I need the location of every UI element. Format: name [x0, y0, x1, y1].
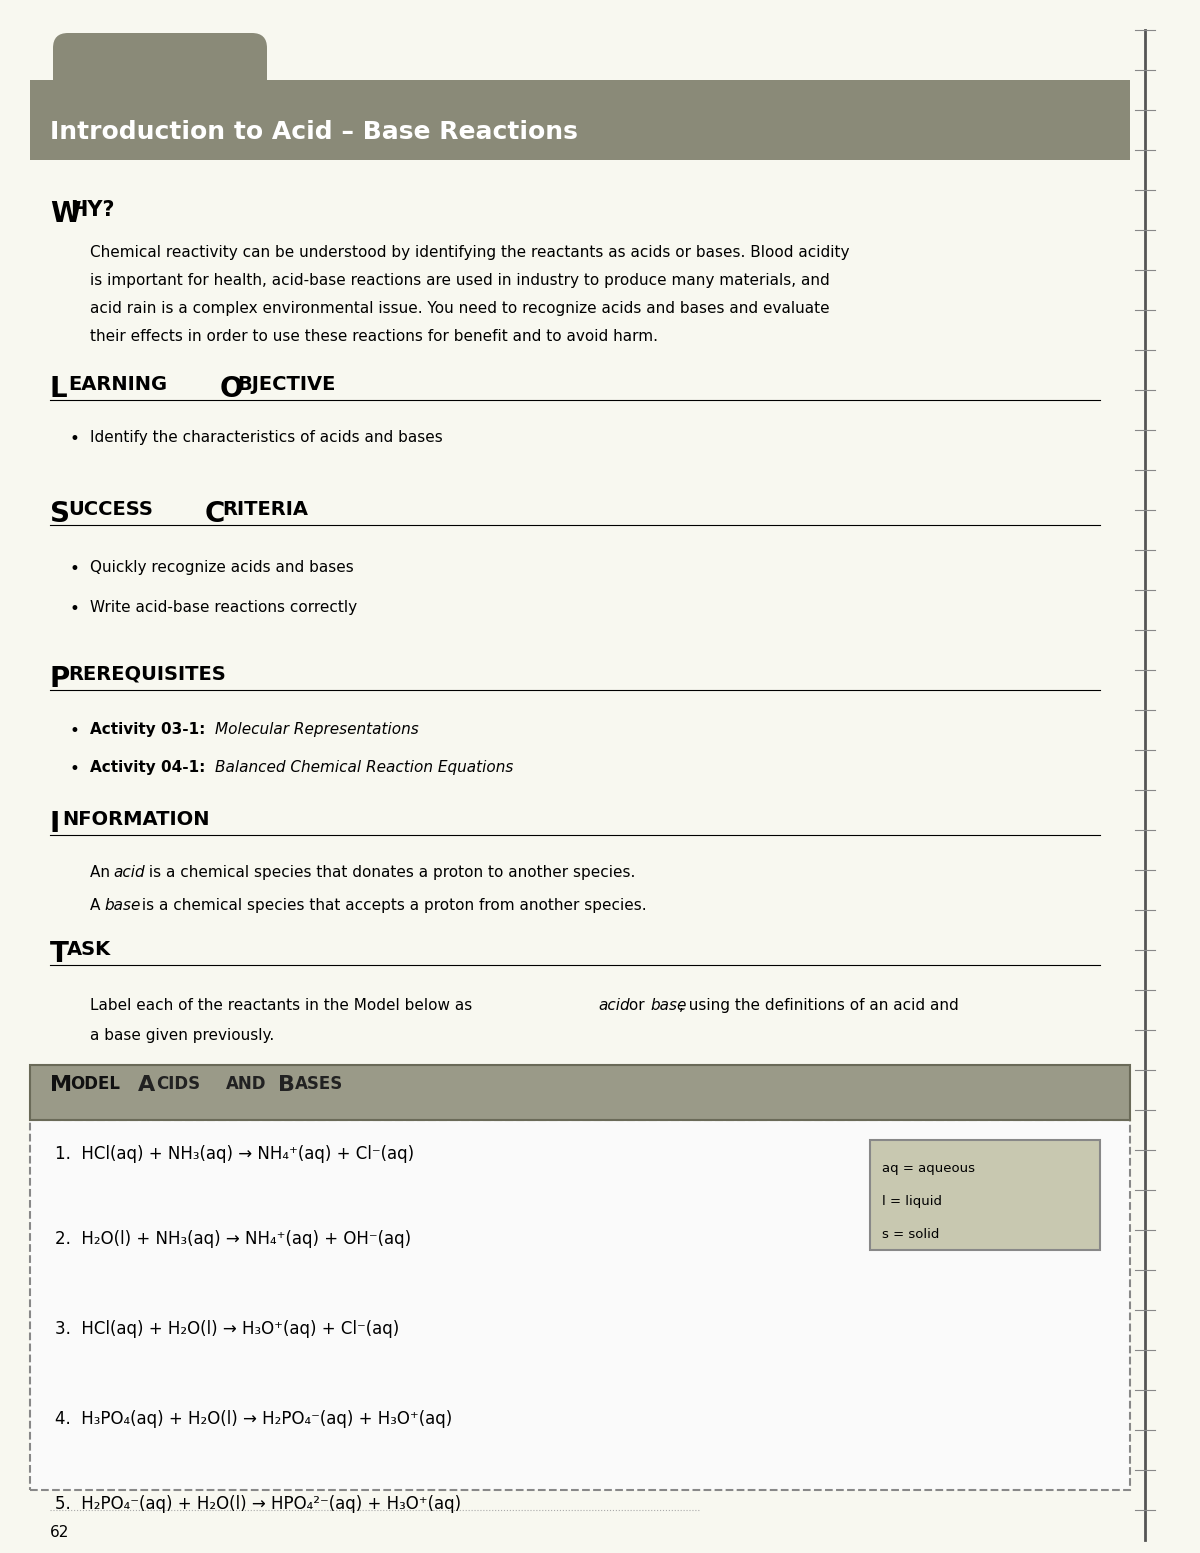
Text: O: O [220, 374, 244, 402]
Text: A: A [90, 898, 106, 913]
Text: EARNING: EARNING [68, 374, 167, 394]
Text: An: An [90, 865, 115, 881]
Text: Write acid-base reactions correctly: Write acid-base reactions correctly [90, 599, 358, 615]
Text: Identify the characteristics of acids and bases: Identify the characteristics of acids an… [90, 430, 443, 446]
Text: 2.  H₂O(l) + NH₃(aq) → NH₄⁺(aq) + OH⁻(aq): 2. H₂O(l) + NH₃(aq) → NH₄⁺(aq) + OH⁻(aq) [55, 1230, 412, 1249]
Text: s = solid: s = solid [882, 1228, 940, 1241]
Bar [30, 1065, 1130, 1120]
Text: l = liquid: l = liquid [882, 1194, 942, 1208]
Text: L: L [50, 374, 67, 402]
FancyBboxPatch shape [53, 33, 266, 96]
Text: acid rain is a complex environmental issue. You need to recognize acids and base: acid rain is a complex environmental iss… [90, 301, 829, 315]
Text: •: • [70, 561, 80, 578]
Text: B: B [278, 1075, 295, 1095]
Text: C: C [205, 500, 226, 528]
Bar [870, 1140, 1100, 1250]
Text: S: S [50, 500, 70, 528]
Text: aq = aqueous: aq = aqueous [882, 1162, 974, 1176]
Text: •: • [70, 759, 80, 778]
Text: 3.  HCl(aq) + H₂O(l) → H₃O⁺(aq) + Cl⁻(aq): 3. HCl(aq) + H₂O(l) → H₃O⁺(aq) + Cl⁻(aq) [55, 1320, 400, 1339]
Text: I: I [50, 811, 60, 839]
Text: Activity 03-1:: Activity 03-1: [90, 722, 216, 738]
Text: is a chemical species that accepts a proton from another species.: is a chemical species that accepts a pro… [137, 898, 647, 913]
Text: UCCESS: UCCESS [68, 500, 152, 519]
Text: AND: AND [226, 1075, 266, 1093]
Text: Activity 04-1:: Activity 04-1: [90, 759, 216, 775]
Text: HY?: HY? [70, 200, 114, 221]
Text: ASES: ASES [295, 1075, 343, 1093]
Bar [30, 81, 1130, 160]
Text: acid: acid [598, 999, 630, 1013]
Text: Introduction to Acid – Base Reactions: Introduction to Acid – Base Reactions [50, 120, 578, 144]
Text: Molecular Representations: Molecular Representations [215, 722, 419, 738]
Text: •: • [70, 430, 80, 447]
Text: or: or [624, 999, 649, 1013]
Text: 5.  H₂PO₄⁻(aq) + H₂O(l) → HPO₄²⁻(aq) + H₃O⁺(aq): 5. H₂PO₄⁻(aq) + H₂O(l) → HPO₄²⁻(aq) + H₃… [55, 1496, 461, 1513]
Bar [30, 1120, 1130, 1489]
Text: ODEL: ODEL [70, 1075, 120, 1093]
Text: Quickly recognize acids and bases: Quickly recognize acids and bases [90, 561, 354, 575]
Text: 62: 62 [50, 1525, 70, 1541]
Text: Chemical reactivity can be understood by identifying the reactants as acids or b: Chemical reactivity can be understood by… [90, 245, 850, 259]
Text: NFORMATION: NFORMATION [62, 811, 210, 829]
Text: CIDS: CIDS [156, 1075, 200, 1093]
Text: their effects in order to use these reactions for benefit and to avoid harm.: their effects in order to use these reac… [90, 329, 658, 345]
Text: acid: acid [113, 865, 145, 881]
Text: Balanced Chemical Reaction Equations: Balanced Chemical Reaction Equations [215, 759, 514, 775]
Text: , using the definitions of an acid and: , using the definitions of an acid and [679, 999, 959, 1013]
Text: base: base [650, 999, 686, 1013]
Text: 1.  HCl(aq) + NH₃(aq) → NH₄⁺(aq) + Cl⁻(aq): 1. HCl(aq) + NH₃(aq) → NH₄⁺(aq) + Cl⁻(aq… [55, 1145, 414, 1163]
Text: P: P [50, 665, 71, 693]
Text: W: W [50, 200, 80, 228]
Bar [30, 1065, 1130, 1120]
Text: RITERIA: RITERIA [222, 500, 308, 519]
Text: 4.  H₃PO₄(aq) + H₂O(l) → H₂PO₄⁻(aq) + H₃O⁺(aq): 4. H₃PO₄(aq) + H₂O(l) → H₂PO₄⁻(aq) + H₃O… [55, 1410, 452, 1429]
Text: Label each of the reactants in the Model below as: Label each of the reactants in the Model… [90, 999, 478, 1013]
Text: REREQUISITES: REREQUISITES [68, 665, 226, 683]
Text: is important for health, acid-base reactions are used in industry to produce man: is important for health, acid-base react… [90, 273, 829, 287]
Text: A: A [138, 1075, 155, 1095]
Text: BJECTIVE: BJECTIVE [238, 374, 335, 394]
Text: •: • [70, 599, 80, 618]
Text: base: base [104, 898, 140, 913]
Text: M: M [50, 1075, 72, 1095]
Text: is a chemical species that donates a proton to another species.: is a chemical species that donates a pro… [144, 865, 635, 881]
Text: •: • [70, 722, 80, 739]
Text: ASK: ASK [67, 940, 112, 960]
Text: T: T [50, 940, 68, 968]
Text: a base given previously.: a base given previously. [90, 1028, 275, 1044]
